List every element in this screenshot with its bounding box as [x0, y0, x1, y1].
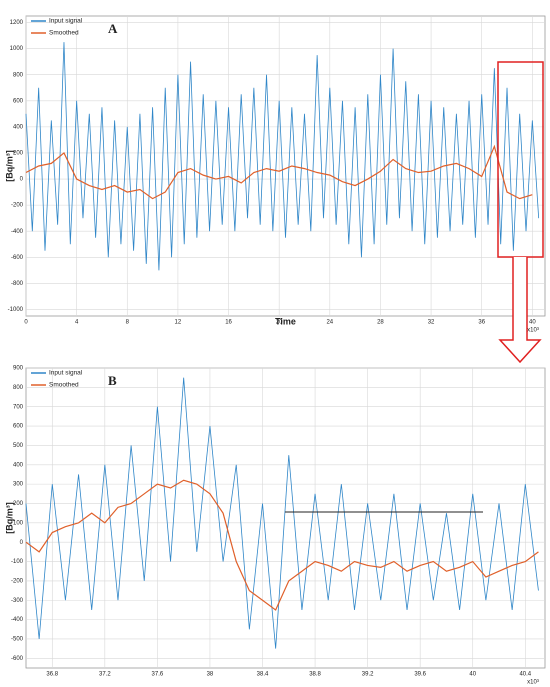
y-tick-label: -1000: [8, 307, 24, 313]
panel-label: A: [108, 21, 118, 36]
x-tick-label: 0: [24, 320, 28, 326]
x-tick-label: 36: [478, 320, 485, 326]
legend-label: Smoothed: [49, 30, 79, 37]
y-tick-label: 200: [13, 501, 24, 507]
plot-area: [25, 367, 546, 669]
x-tick-label: 24: [326, 320, 333, 326]
x-tick-label: 38.4: [257, 672, 269, 678]
x-tick-label: 37.6: [152, 672, 164, 678]
y-tick-label: 700: [13, 404, 24, 410]
legend-label: Input signal: [49, 18, 83, 25]
legend-label: Smoothed: [49, 382, 79, 389]
x-tick-label: 36.8: [46, 672, 58, 678]
y-tick-label: 0: [20, 177, 24, 183]
y-tick-label: -300: [11, 598, 24, 604]
x-tick-label: 38.8: [309, 672, 321, 678]
y-tick-label: -200: [11, 203, 24, 209]
x-tick-label: 37.2: [99, 672, 111, 678]
x-tick-label: 32: [428, 320, 435, 326]
y-tick-label: -200: [11, 578, 24, 584]
y-tick-label: 1200: [10, 20, 24, 26]
y-axis-label: [Bq/m³]: [4, 150, 14, 182]
y-tick-label: -600: [11, 656, 24, 662]
y-tick-label: 400: [13, 462, 24, 468]
series-line: [25, 144, 533, 200]
zoom-arrow: [498, 257, 542, 364]
y-tick-label: -600: [11, 255, 24, 261]
panel-label: B: [108, 373, 117, 388]
panel: -1000-800-600-400-2000200400600800100012…: [4, 15, 546, 334]
series-line: [25, 377, 539, 649]
x-tick-label: 39.2: [362, 672, 374, 678]
y-tick-label: 600: [13, 98, 24, 104]
y-tick-label: 800: [13, 385, 24, 391]
x-tick-label: 28: [377, 320, 384, 326]
y-tick-label: -400: [11, 617, 24, 623]
x-tick-label: 40.4: [519, 672, 531, 678]
y-tick-label: 300: [13, 482, 24, 488]
x-tick-label: 8: [126, 320, 130, 326]
x-tick-label: 20: [276, 320, 283, 326]
y-tick-label: 0: [20, 540, 24, 546]
x-tick-label: 39.6: [414, 672, 426, 678]
y-tick-label: -400: [11, 229, 24, 235]
series-line: [25, 479, 539, 611]
y-tick-label: 500: [13, 443, 24, 449]
panel: -600 -500 -400 -300 -200 -100 0 100 200 300 400 500…: [4, 366, 546, 686]
y-tick-label: 1000: [10, 46, 24, 52]
x-tick-label: 40: [529, 320, 536, 326]
legend-label: Input signal: [49, 370, 83, 377]
y-tick-label: 900: [13, 366, 24, 372]
y-tick-label: 600: [13, 424, 24, 430]
x-tick-label: 16: [225, 320, 232, 326]
x-axis-label: Time: [275, 316, 296, 326]
y-axis-label: [Bq/m³]: [4, 502, 14, 534]
x-tick-label: 12: [175, 320, 182, 326]
x-tick-label: 40: [469, 672, 476, 678]
y-tick-label: -500: [11, 637, 24, 643]
x-tick-label: 4: [75, 320, 79, 326]
y-tick-label: 100: [13, 520, 24, 526]
x-exponent: x10³: [527, 680, 539, 686]
x-exponent: x10³: [527, 328, 539, 334]
y-tick-label: 800: [13, 72, 24, 78]
y-tick-label: -800: [11, 281, 24, 287]
y-tick-label: -100: [11, 559, 24, 565]
y-tick-label: 400: [13, 124, 24, 130]
y-tick-label: 200: [13, 151, 24, 157]
x-tick-label: 38: [207, 672, 214, 678]
plot-area: [25, 15, 546, 317]
series-line: [25, 42, 540, 271]
